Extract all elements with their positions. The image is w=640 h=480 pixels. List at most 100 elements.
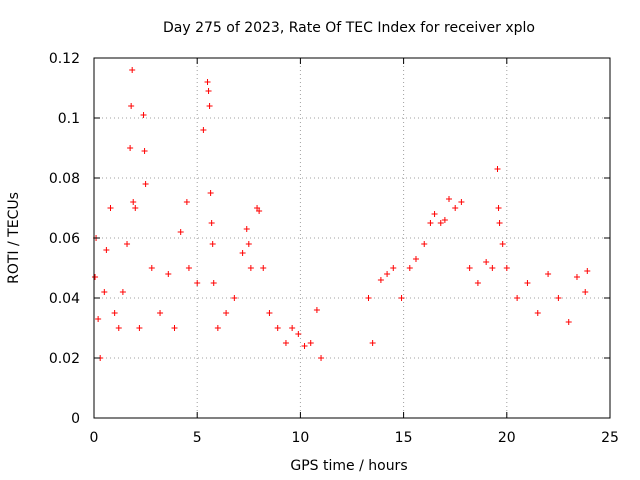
data-point xyxy=(140,112,147,118)
data-point xyxy=(384,271,391,277)
data-point xyxy=(231,295,238,301)
data-point xyxy=(555,295,562,301)
data-point xyxy=(496,220,503,226)
data-point xyxy=(115,325,122,331)
data-point xyxy=(503,265,510,271)
data-point xyxy=(274,325,281,331)
y-tick-label: 0.02 xyxy=(49,351,80,367)
data-point xyxy=(200,127,207,133)
x-tick-label: 5 xyxy=(193,430,202,446)
y-tick-label: 0.08 xyxy=(49,171,80,187)
grid-lines xyxy=(94,58,610,418)
data-point xyxy=(584,268,591,274)
x-tick-label: 15 xyxy=(395,430,413,446)
data-point xyxy=(437,220,444,226)
data-point xyxy=(130,199,137,205)
data-point xyxy=(494,166,501,172)
data-point xyxy=(582,289,589,295)
data-point xyxy=(421,241,428,247)
y-tick-label: 0.12 xyxy=(49,51,80,67)
data-point xyxy=(129,67,136,73)
data-point xyxy=(446,196,453,202)
y-axis-label: ROTI / TECUs xyxy=(6,192,22,284)
data-point xyxy=(206,103,213,109)
data-point xyxy=(398,295,405,301)
data-point xyxy=(247,265,254,271)
data-point xyxy=(514,295,521,301)
data-point xyxy=(204,79,211,85)
plot-frame xyxy=(93,57,611,419)
data-point xyxy=(245,241,252,247)
data-point xyxy=(119,289,126,295)
data-point xyxy=(545,271,552,277)
data-point xyxy=(295,331,302,337)
data-point xyxy=(194,280,201,286)
data-point xyxy=(474,280,481,286)
data-point xyxy=(573,274,580,280)
data-point xyxy=(128,103,135,109)
data-point xyxy=(223,310,230,316)
data-point xyxy=(185,265,192,271)
chart-title: Day 275 of 2023, Rate Of TEC Index for r… xyxy=(163,20,535,36)
data-point xyxy=(127,145,134,151)
data-point xyxy=(365,295,372,301)
data-point xyxy=(266,310,273,316)
y-tick-label: 0.04 xyxy=(49,291,80,307)
data-point xyxy=(441,217,448,223)
data-point xyxy=(313,307,320,313)
data-point xyxy=(101,289,108,295)
data-points xyxy=(92,67,591,361)
data-point xyxy=(124,241,131,247)
data-point xyxy=(377,277,384,283)
data-point xyxy=(148,265,155,271)
data-point xyxy=(210,280,217,286)
data-point xyxy=(260,265,267,271)
data-point xyxy=(369,340,376,346)
data-point xyxy=(499,241,506,247)
data-point xyxy=(301,343,308,349)
data-point xyxy=(489,265,496,271)
x-tick-label: 20 xyxy=(498,430,516,446)
x-axis-label: GPS time / hours xyxy=(290,458,407,474)
data-point xyxy=(452,205,459,211)
data-point xyxy=(318,355,325,361)
y-tick-label: 0 xyxy=(71,411,80,427)
x-tick-label: 0 xyxy=(90,430,99,446)
data-point xyxy=(534,310,541,316)
data-point xyxy=(171,325,178,331)
data-point xyxy=(243,226,250,232)
x-tick-label: 10 xyxy=(291,430,309,446)
data-point xyxy=(406,265,413,271)
data-point xyxy=(157,310,164,316)
y-tick-label: 0.1 xyxy=(58,111,80,127)
data-point xyxy=(136,325,143,331)
data-point xyxy=(141,148,148,154)
y-tick-labels: 0 0.02 0.04 0.06 0.08 0.1 0.12 xyxy=(49,51,80,427)
data-point xyxy=(207,190,214,196)
x-tick-labels: 0 5 10 15 20 25 xyxy=(90,430,619,446)
data-point xyxy=(208,220,215,226)
data-point xyxy=(205,88,212,94)
data-point xyxy=(183,199,190,205)
data-point xyxy=(431,211,438,217)
data-point xyxy=(307,340,314,346)
data-point xyxy=(483,259,490,265)
data-point xyxy=(282,340,289,346)
data-point xyxy=(524,280,531,286)
data-point xyxy=(132,205,139,211)
data-point xyxy=(289,325,296,331)
data-point xyxy=(565,319,572,325)
axis-ticks xyxy=(93,57,611,419)
data-point xyxy=(390,265,397,271)
data-point xyxy=(239,250,246,256)
data-point xyxy=(92,274,99,280)
data-point xyxy=(495,205,502,211)
data-point xyxy=(427,220,434,226)
data-point xyxy=(412,256,419,262)
data-point xyxy=(177,229,184,235)
data-point xyxy=(95,316,102,322)
data-point xyxy=(214,325,221,331)
y-tick-label: 0.06 xyxy=(49,231,80,247)
data-point xyxy=(142,181,149,187)
